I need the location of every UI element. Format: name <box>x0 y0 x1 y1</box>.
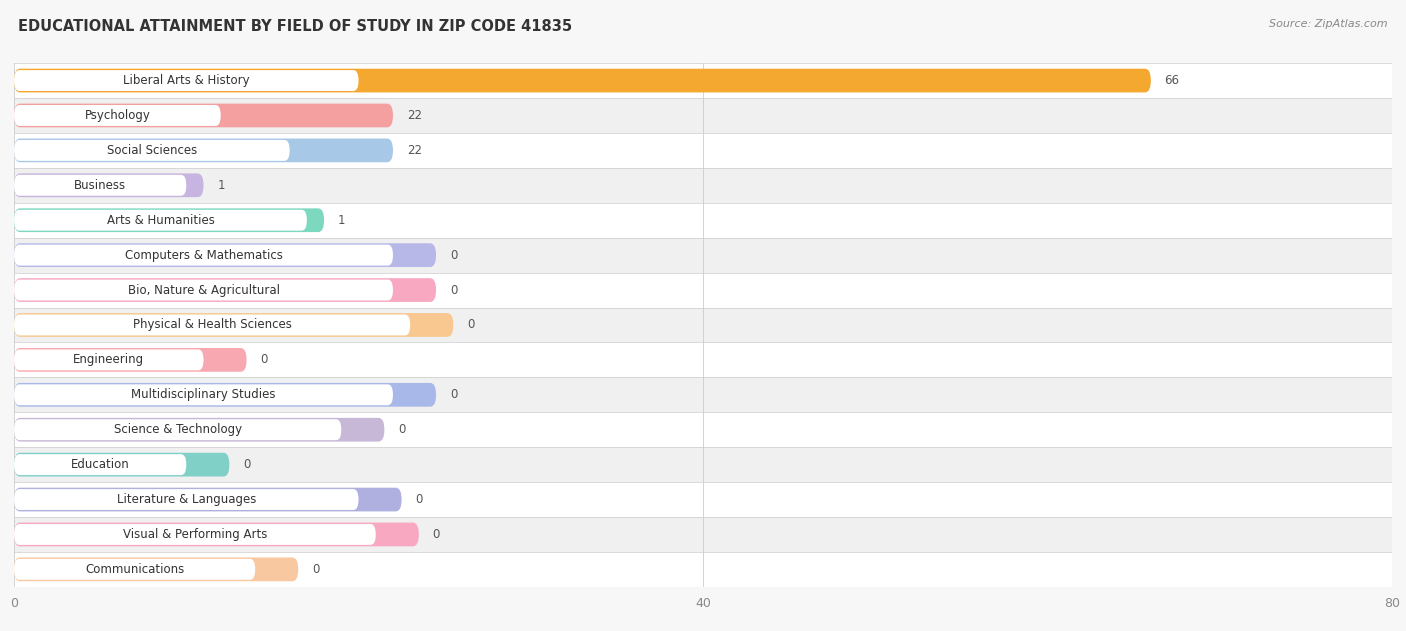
Text: Engineering: Engineering <box>73 353 145 367</box>
Text: 0: 0 <box>450 388 457 401</box>
FancyBboxPatch shape <box>14 343 1392 377</box>
FancyBboxPatch shape <box>14 313 453 337</box>
Text: Business: Business <box>75 179 127 192</box>
Text: Bio, Nature & Agricultural: Bio, Nature & Agricultural <box>128 283 280 297</box>
Text: 66: 66 <box>1164 74 1180 87</box>
FancyBboxPatch shape <box>14 98 1392 133</box>
FancyBboxPatch shape <box>14 69 1152 92</box>
FancyBboxPatch shape <box>14 63 1392 98</box>
Text: 22: 22 <box>406 144 422 157</box>
FancyBboxPatch shape <box>14 245 394 266</box>
FancyBboxPatch shape <box>14 419 342 440</box>
FancyBboxPatch shape <box>14 175 186 196</box>
FancyBboxPatch shape <box>14 558 298 581</box>
FancyBboxPatch shape <box>14 105 221 126</box>
Text: Physical & Health Sciences: Physical & Health Sciences <box>132 319 291 331</box>
Text: Education: Education <box>70 458 129 471</box>
FancyBboxPatch shape <box>14 453 229 476</box>
FancyBboxPatch shape <box>14 140 290 161</box>
Text: 0: 0 <box>467 319 474 331</box>
Text: Computers & Mathematics: Computers & Mathematics <box>125 249 283 262</box>
FancyBboxPatch shape <box>14 273 1392 307</box>
FancyBboxPatch shape <box>14 489 359 510</box>
FancyBboxPatch shape <box>14 552 1392 587</box>
FancyBboxPatch shape <box>14 208 325 232</box>
FancyBboxPatch shape <box>14 418 384 442</box>
FancyBboxPatch shape <box>14 103 394 127</box>
Text: Arts & Humanities: Arts & Humanities <box>107 214 214 227</box>
FancyBboxPatch shape <box>14 488 402 511</box>
FancyBboxPatch shape <box>14 454 186 475</box>
Text: 1: 1 <box>337 214 346 227</box>
FancyBboxPatch shape <box>14 559 256 580</box>
Text: Liberal Arts & History: Liberal Arts & History <box>122 74 250 87</box>
FancyBboxPatch shape <box>14 412 1392 447</box>
FancyBboxPatch shape <box>14 174 204 197</box>
Text: 0: 0 <box>398 423 405 436</box>
FancyBboxPatch shape <box>14 307 1392 343</box>
Text: Social Sciences: Social Sciences <box>107 144 197 157</box>
FancyBboxPatch shape <box>14 280 394 300</box>
FancyBboxPatch shape <box>14 139 394 162</box>
Text: 0: 0 <box>450 249 457 262</box>
Text: Science & Technology: Science & Technology <box>114 423 242 436</box>
FancyBboxPatch shape <box>14 278 436 302</box>
FancyBboxPatch shape <box>14 377 1392 412</box>
Text: 0: 0 <box>433 528 440 541</box>
FancyBboxPatch shape <box>14 133 1392 168</box>
Text: EDUCATIONAL ATTAINMENT BY FIELD OF STUDY IN ZIP CODE 41835: EDUCATIONAL ATTAINMENT BY FIELD OF STUDY… <box>18 19 572 34</box>
Text: 0: 0 <box>260 353 267 367</box>
FancyBboxPatch shape <box>14 524 375 545</box>
Text: Communications: Communications <box>84 563 184 576</box>
FancyBboxPatch shape <box>14 482 1392 517</box>
Text: Visual & Performing Arts: Visual & Performing Arts <box>122 528 267 541</box>
Text: Multidisciplinary Studies: Multidisciplinary Studies <box>131 388 276 401</box>
FancyBboxPatch shape <box>14 209 307 231</box>
FancyBboxPatch shape <box>14 350 204 370</box>
FancyBboxPatch shape <box>14 203 1392 238</box>
FancyBboxPatch shape <box>14 447 1392 482</box>
FancyBboxPatch shape <box>14 348 246 372</box>
FancyBboxPatch shape <box>14 168 1392 203</box>
FancyBboxPatch shape <box>14 384 394 405</box>
Text: 0: 0 <box>450 283 457 297</box>
FancyBboxPatch shape <box>14 238 1392 273</box>
Text: Source: ZipAtlas.com: Source: ZipAtlas.com <box>1270 19 1388 29</box>
FancyBboxPatch shape <box>14 314 411 336</box>
Text: 0: 0 <box>415 493 423 506</box>
FancyBboxPatch shape <box>14 522 419 546</box>
FancyBboxPatch shape <box>14 383 436 406</box>
Text: 0: 0 <box>243 458 250 471</box>
FancyBboxPatch shape <box>14 517 1392 552</box>
Text: 1: 1 <box>218 179 225 192</box>
FancyBboxPatch shape <box>14 70 359 91</box>
Text: 22: 22 <box>406 109 422 122</box>
Text: Psychology: Psychology <box>84 109 150 122</box>
FancyBboxPatch shape <box>14 244 436 267</box>
Text: 0: 0 <box>312 563 319 576</box>
Text: Literature & Languages: Literature & Languages <box>117 493 256 506</box>
